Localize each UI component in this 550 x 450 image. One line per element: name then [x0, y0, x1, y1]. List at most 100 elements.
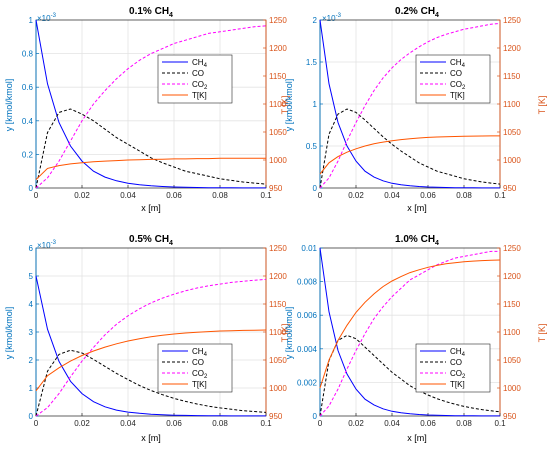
- legend-label: T[K]: [192, 91, 207, 100]
- y-tick-label-right: 1250: [269, 244, 287, 253]
- y-tick-label-right: 1150: [503, 300, 521, 309]
- subplot-2-y2-label: T [K]: [280, 324, 290, 343]
- series-line-ch4: [35, 19, 266, 189]
- subplot-0-y-exponent: ×10-3: [37, 13, 57, 23]
- series-line-co: [35, 108, 267, 189]
- x-tick-label: 0.02: [348, 419, 364, 428]
- subplot-1-y-label: y [kmol/kmol]: [284, 79, 294, 132]
- series-line-co: [319, 334, 501, 417]
- subplot-2-title: 0.5% CH4: [129, 234, 173, 247]
- y-tick-label-left: 2: [313, 16, 318, 25]
- series-line-tk: [35, 329, 267, 392]
- y-tick-label-right: 1000: [503, 156, 521, 165]
- legend-label: CO: [450, 69, 462, 78]
- x-tick-label: 0: [318, 419, 323, 428]
- subplot-3-10pct-ch4: 1.0% CH4 y [kmol/kmol] T [K] x [m] 0 0.02…: [284, 234, 547, 443]
- x-tick-label: 0.1: [494, 191, 506, 200]
- legend-label: T[K]: [450, 91, 465, 100]
- x-tick-label: 0: [34, 191, 39, 200]
- legend-label: CO2: [192, 369, 208, 380]
- y-tick-label-left: 0: [29, 412, 34, 421]
- y-tick-label-right: 1000: [269, 384, 287, 393]
- y-tick-label-left: 1: [29, 16, 34, 25]
- x-tick-label: 0.08: [456, 419, 472, 428]
- y-tick-label-left: 0.004: [297, 345, 318, 354]
- legend-label: CO2: [450, 80, 466, 91]
- x-tick-label: 0.06: [166, 419, 182, 428]
- y-tick-label-right: 1050: [269, 356, 287, 365]
- y-tick-label-left: 0.01: [301, 244, 317, 253]
- series-line-co2: [35, 278, 267, 417]
- subplot-2-x-label: x [m]: [141, 433, 161, 443]
- subplot-0-x-label: x [m]: [141, 203, 161, 213]
- subplot-3-y2-label: T [K]: [537, 324, 547, 343]
- x-tick-label: 0.08: [456, 191, 472, 200]
- y-tick-label-left: 1: [313, 100, 318, 109]
- x-tick-label: 0.08: [212, 419, 228, 428]
- legend-label: CO2: [450, 369, 466, 380]
- y-tick-label-right: 1100: [269, 328, 287, 337]
- legend-label: CH4: [192, 58, 208, 69]
- subplot-2-5pct-ch4: 0.5% CH4 ×10-3 y [kmol/kmol] T [K] x [m]…: [4, 234, 290, 443]
- subplot-1-y2-label: T [K]: [537, 96, 547, 115]
- x-tick-label: 0.06: [166, 191, 182, 200]
- y-tick-label-right: 1150: [503, 72, 521, 81]
- subplot-3-x-label: x [m]: [407, 433, 427, 443]
- subplot-0-y2-label: T [K]: [280, 96, 290, 115]
- x-tick-label: 0.1: [260, 191, 272, 200]
- y-tick-label-left: 0.5: [306, 142, 318, 151]
- y-tick-label-right: 950: [269, 184, 283, 193]
- legend-label: T[K]: [192, 380, 207, 389]
- legend-label: CO2: [192, 80, 208, 91]
- series-line-co2: [35, 25, 267, 189]
- legend-label: CO: [450, 358, 462, 367]
- y-tick-label-right: 1000: [269, 156, 287, 165]
- y-tick-label-right: 1100: [503, 328, 521, 337]
- subplot-2-y-label: y [kmol/kmol]: [4, 307, 14, 360]
- y-tick-label-right: 1200: [269, 272, 287, 281]
- legend-label: CH4: [450, 58, 466, 69]
- y-tick-label-left: 0.002: [297, 378, 318, 387]
- y-tick-label-left: 0: [313, 412, 318, 421]
- y-tick-label-left: 0.4: [22, 117, 34, 126]
- legend-label: CH4: [192, 347, 208, 358]
- y-tick-label-left: 0.6: [22, 83, 34, 92]
- y-tick-label-left: 1.5: [306, 58, 318, 67]
- series-line-ch4: [319, 247, 500, 417]
- legend-label: CO: [192, 358, 204, 367]
- y-tick-label-left: 1: [29, 384, 34, 393]
- subplot-0-y-label: y [kmol/kmol]: [4, 79, 14, 132]
- y-tick-label-right: 1200: [503, 272, 521, 281]
- subplot-1-y-exponent: ×10-3: [322, 13, 342, 23]
- x-tick-label: 0.06: [420, 191, 436, 200]
- y-tick-label-left: 0: [313, 184, 318, 193]
- y-tick-label-right: 1250: [269, 16, 287, 25]
- legend-label: CH4: [450, 347, 466, 358]
- legend-label: T[K]: [450, 380, 465, 389]
- x-tick-label: 0: [34, 419, 39, 428]
- series-line-co2: [319, 250, 500, 417]
- series-line-tk: [319, 135, 500, 175]
- x-tick-label: 0.1: [494, 419, 506, 428]
- y-tick-label-left: 5: [29, 272, 34, 281]
- subplot-1-title: 0.2% CH4: [395, 6, 439, 19]
- y-tick-label-left: 0.8: [22, 50, 34, 59]
- y-tick-label-left: 0.008: [297, 278, 318, 287]
- subplot-1-x-label: x [m]: [407, 203, 427, 213]
- x-tick-label: 0: [318, 191, 323, 200]
- y-tick-label-right: 1000: [503, 384, 521, 393]
- series-line-tk: [35, 157, 266, 180]
- y-tick-label-right: 1250: [503, 244, 521, 253]
- y-tick-label-left: 4: [29, 300, 34, 309]
- y-tick-label-right: 1250: [503, 16, 521, 25]
- y-tick-label-left: 0.006: [297, 311, 318, 320]
- y-tick-label-right: 1100: [503, 100, 521, 109]
- y-tick-label-left: 3: [29, 328, 34, 337]
- x-tick-label: 0.04: [384, 191, 400, 200]
- subplot-0-title: 0.1% CH4: [129, 6, 173, 19]
- x-tick-label: 0.04: [120, 419, 136, 428]
